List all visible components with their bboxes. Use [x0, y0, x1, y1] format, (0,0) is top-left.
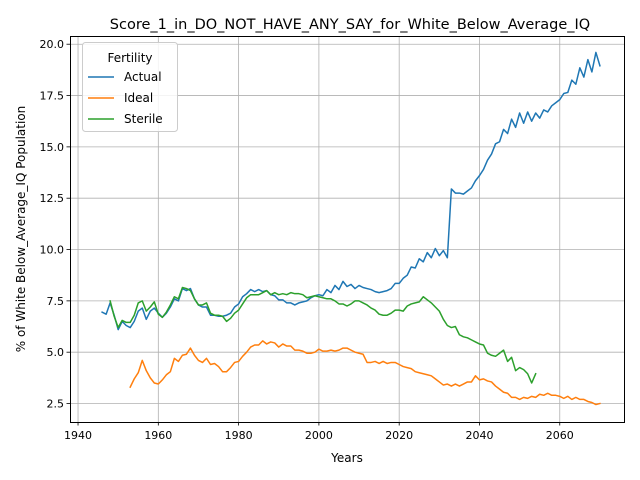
- chart-title: Score_1_in_DO_NOT_HAVE_ANY_SAY_for_White…: [110, 17, 590, 33]
- grid: [70, 36, 624, 422]
- x-axis: 1940 1960 1980 2000 2020 2040 2060: [64, 422, 574, 442]
- series-line-ideal: [129, 340, 601, 406]
- plot-frame: [70, 36, 625, 423]
- y-tick-label: 7.5: [47, 295, 65, 308]
- y-tick-label: 15.0: [40, 141, 65, 154]
- legend-entries: Actual Ideal Sterile: [88, 70, 163, 126]
- legend-box: [82, 42, 178, 132]
- x-axis-label: Years: [330, 451, 363, 465]
- y-tick-label: 17.5: [40, 90, 65, 103]
- x-tick-label: 2040: [465, 429, 493, 442]
- x-tick-label: 2060: [546, 429, 574, 442]
- y-tick-label: 5.0: [47, 346, 65, 359]
- y-axis-label: % of White Below_Average_IQ Population: [14, 106, 28, 353]
- y-tick-label: 2.5: [47, 398, 65, 411]
- x-tick-label: 1960: [144, 429, 172, 442]
- legend-title: Fertility: [107, 51, 152, 65]
- x-tick-label: 1980: [225, 429, 253, 442]
- series-line-sterile: [109, 286, 537, 384]
- series-line-actual: [101, 51, 601, 331]
- series-lines: [101, 51, 601, 406]
- y-axis: 2.5 5.0 7.5 10.0 12.5 15.0 17.5 20.0: [40, 38, 70, 411]
- y-tick-label: 10.0: [40, 244, 65, 257]
- y-tick-label: 12.5: [40, 192, 65, 205]
- legend-label-ideal: Ideal: [124, 91, 153, 105]
- legend: Fertility Actual Ideal Sterile: [82, 42, 178, 132]
- x-tick-label: 2020: [385, 429, 413, 442]
- x-tick-label: 1940: [64, 429, 92, 442]
- legend-label-sterile: Sterile: [124, 112, 163, 126]
- x-tick-label: 2000: [305, 429, 333, 442]
- y-tick-label: 20.0: [40, 38, 65, 51]
- legend-label-actual: Actual: [124, 70, 162, 84]
